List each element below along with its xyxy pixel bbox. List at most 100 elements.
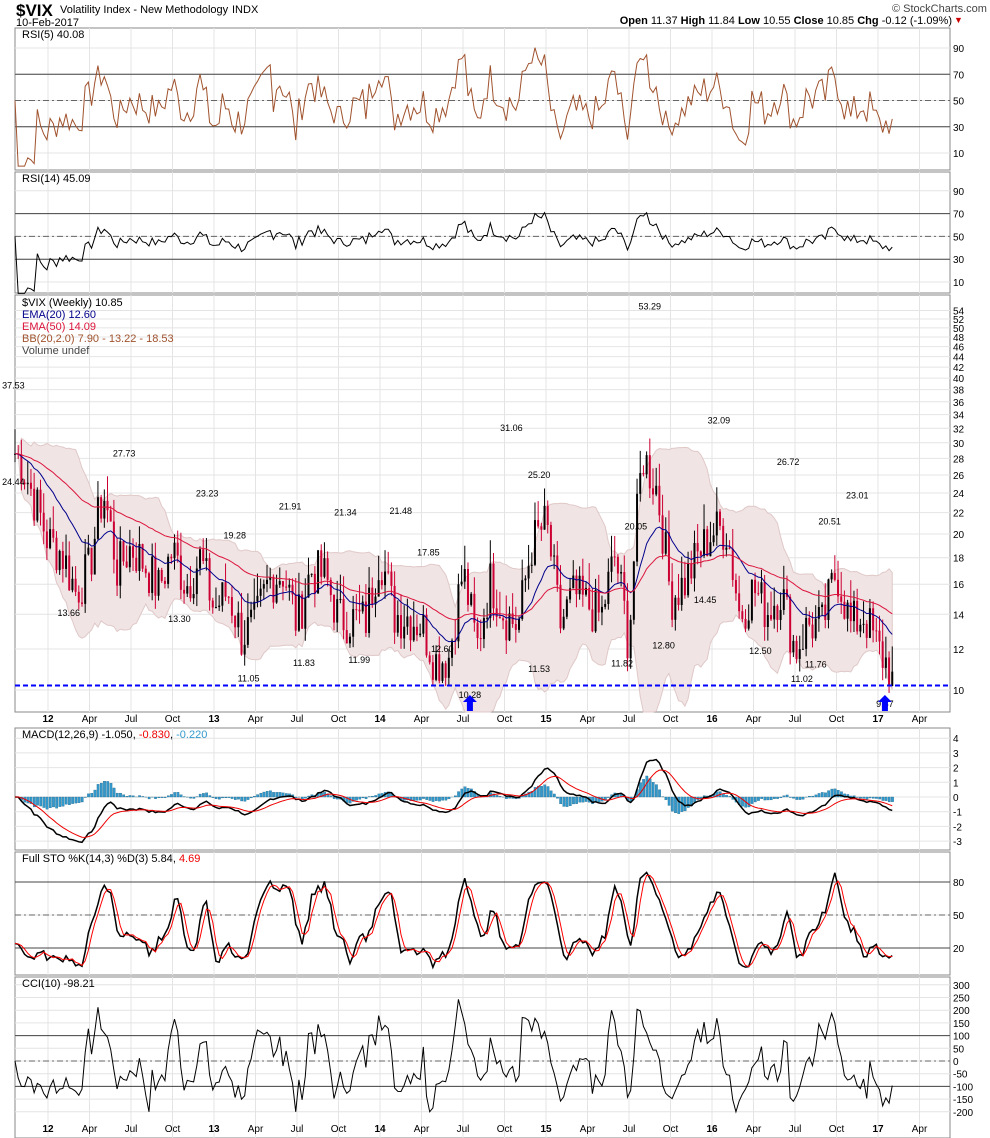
macd-histogram-bar bbox=[798, 796, 802, 800]
price-annotation: 10.28 bbox=[459, 690, 482, 700]
macd-histogram-bar bbox=[559, 796, 563, 805]
macd-legend: MACD(12,26,9) -1.050, -0.830, -0.220 bbox=[22, 729, 208, 741]
macd-histogram-bar bbox=[163, 796, 167, 798]
macd-signal-line bbox=[14, 769, 893, 838]
candle-body bbox=[524, 578, 527, 581]
symbol: $VIX bbox=[16, 1, 53, 20]
candle-body bbox=[138, 544, 141, 571]
candle-body bbox=[728, 547, 731, 549]
candle-body bbox=[502, 618, 505, 621]
macd-histogram-bar bbox=[160, 796, 164, 798]
rsi5-ytick-label: 50 bbox=[953, 97, 965, 108]
candle-body bbox=[808, 617, 811, 625]
candle-body bbox=[74, 578, 77, 592]
candle-body bbox=[888, 657, 891, 686]
candle-body bbox=[256, 595, 259, 602]
macd-histogram-bar bbox=[243, 796, 247, 802]
candle-body bbox=[648, 455, 651, 489]
macd-histogram-bar bbox=[237, 796, 240, 800]
candle-body bbox=[537, 520, 540, 527]
candle-body bbox=[451, 640, 454, 658]
candle-body bbox=[348, 636, 351, 644]
candle-body bbox=[71, 578, 74, 591]
xtick-label: Apr bbox=[414, 714, 430, 725]
macd-panel-frame bbox=[14, 727, 951, 851]
candle-body bbox=[90, 547, 93, 575]
macd-histogram-bar bbox=[80, 796, 84, 803]
price-ytick-label: 28 bbox=[953, 454, 965, 465]
candle-body bbox=[202, 549, 205, 562]
candle-body bbox=[87, 547, 90, 555]
price-annotation: 17.85 bbox=[417, 548, 440, 558]
macd-histogram-bar bbox=[90, 793, 94, 798]
macd-histogram-bar bbox=[670, 796, 674, 812]
macd-histogram-bar bbox=[29, 796, 33, 804]
candle-body bbox=[100, 497, 103, 519]
xtick-label: Apr bbox=[248, 1124, 264, 1135]
candle-body bbox=[581, 575, 584, 595]
price-ytick-label: 36 bbox=[953, 398, 965, 409]
macd-line bbox=[14, 758, 893, 844]
sto-d-line bbox=[14, 874, 893, 968]
price-ytick-label: 34 bbox=[953, 411, 965, 422]
candle-body bbox=[725, 547, 728, 550]
candle-body bbox=[380, 580, 383, 586]
candle-body bbox=[671, 581, 674, 620]
candle-body bbox=[575, 575, 578, 595]
candle-body bbox=[377, 580, 380, 597]
macd-histogram-bar bbox=[495, 795, 499, 798]
candle-body bbox=[652, 488, 654, 495]
sto-ytick-label: 50 bbox=[953, 911, 965, 922]
price-annotation: 20.05 bbox=[625, 521, 648, 531]
macd-histogram-bar bbox=[240, 796, 244, 802]
xtick-label: Apr bbox=[82, 1124, 98, 1135]
candle-body bbox=[234, 615, 237, 628]
candle-body bbox=[527, 565, 530, 579]
candle-body bbox=[811, 624, 814, 639]
macd-histogram-bar bbox=[817, 793, 821, 798]
candle-body bbox=[406, 616, 409, 627]
xtick-label: 15 bbox=[540, 1124, 552, 1135]
rsi14-ytick-label: 50 bbox=[953, 232, 965, 243]
rsi14-ytick-label: 30 bbox=[953, 255, 965, 266]
candle-body bbox=[642, 473, 645, 475]
candle-body bbox=[192, 594, 195, 599]
candle-body bbox=[374, 596, 377, 605]
macd-histogram-bar bbox=[269, 790, 272, 798]
macd-histogram-bar bbox=[224, 796, 228, 799]
macd-histogram-bar bbox=[537, 785, 540, 798]
candle-body bbox=[243, 644, 246, 655]
macd-histogram-bar bbox=[785, 794, 789, 798]
candle-body bbox=[801, 648, 804, 650]
candle-body bbox=[227, 596, 230, 598]
candle-body bbox=[703, 529, 706, 556]
candle-body bbox=[170, 556, 173, 559]
candle-body bbox=[636, 493, 639, 562]
candle-body bbox=[687, 563, 690, 596]
macd-histogram-bar bbox=[351, 796, 355, 802]
macd-histogram-bar bbox=[808, 795, 811, 798]
macd-histogram-bar bbox=[779, 796, 783, 798]
candle-body bbox=[872, 608, 875, 631]
macd-histogram-bar bbox=[119, 792, 122, 798]
xtick-label: Oct bbox=[663, 714, 679, 725]
candle-body bbox=[125, 561, 128, 568]
macd-histogram-bar bbox=[552, 793, 556, 798]
candle-body bbox=[610, 556, 613, 572]
candle-body bbox=[186, 586, 189, 594]
candle-body bbox=[572, 575, 575, 589]
candle-body bbox=[431, 662, 434, 680]
candle-body bbox=[514, 624, 517, 630]
macd-histogram-bar bbox=[830, 788, 834, 798]
candle-body bbox=[709, 542, 712, 557]
candle-body bbox=[409, 616, 412, 641]
xtick-label: Apr bbox=[746, 1124, 762, 1135]
macd-histogram-bar bbox=[814, 794, 818, 798]
candle-body bbox=[718, 511, 721, 526]
macd-histogram-bar bbox=[131, 795, 135, 798]
candle-body bbox=[393, 585, 396, 633]
candle-body bbox=[160, 570, 163, 581]
price-annotation: 12.50 bbox=[749, 646, 772, 656]
macd-histogram-bar bbox=[221, 796, 224, 799]
macd-histogram-bar bbox=[345, 796, 349, 803]
